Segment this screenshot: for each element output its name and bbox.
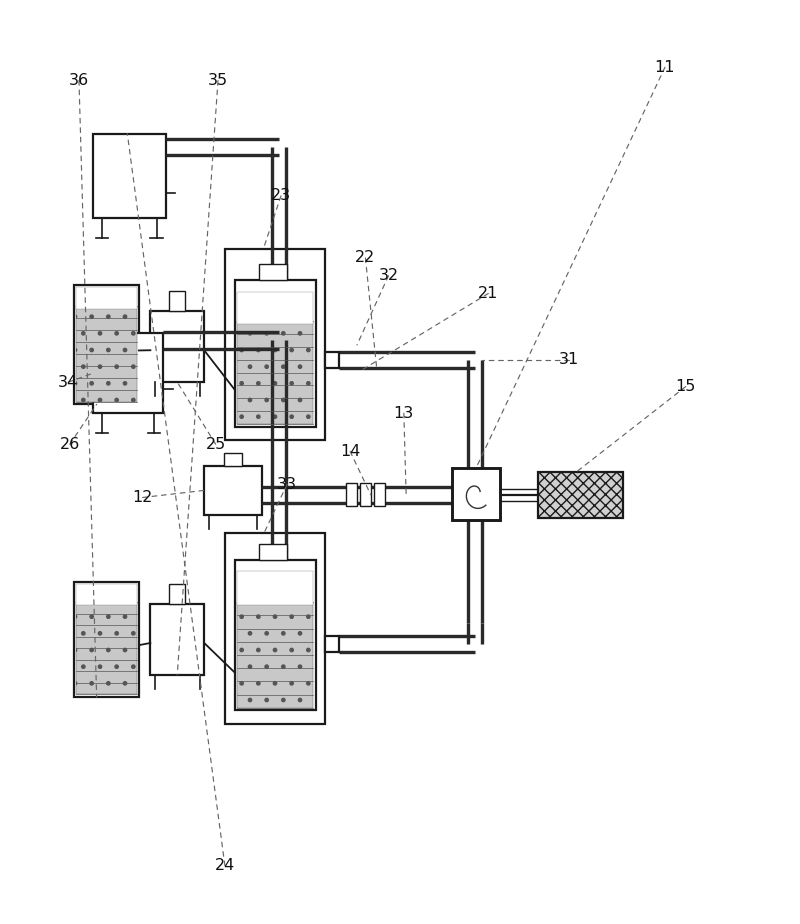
Bar [76,584,137,605]
Text: 23: 23 [271,188,291,203]
Bar [76,306,137,402]
Bar [235,280,315,427]
Bar [225,249,325,440]
Text: 24: 24 [214,858,235,873]
Bar [360,483,371,506]
Bar [150,604,204,675]
Text: 31: 31 [559,352,579,368]
Bar [259,543,287,560]
Bar [237,571,314,605]
Bar [237,602,314,708]
Bar [170,584,186,604]
Bar [235,560,315,711]
Bar [93,334,163,413]
Text: 35: 35 [208,73,228,88]
Text: 22: 22 [355,250,375,265]
Text: 36: 36 [69,73,89,88]
Text: 12: 12 [133,490,153,505]
Text: 14: 14 [340,444,360,459]
Text: 33: 33 [277,477,297,492]
Bar [170,291,186,311]
Bar [346,483,357,506]
Bar [538,472,622,517]
Text: 26: 26 [60,437,80,452]
Bar [224,453,242,467]
Bar [259,264,287,280]
Bar [76,287,137,309]
Text: 25: 25 [206,437,226,452]
Bar [74,285,139,405]
Bar [76,602,137,695]
Text: 15: 15 [675,379,696,395]
Bar [225,533,325,723]
Text: 13: 13 [394,406,414,420]
Bar [204,467,262,516]
Bar [374,483,385,506]
Bar [237,322,314,424]
Text: 11: 11 [654,60,675,75]
Text: 32: 32 [378,268,398,284]
Bar [325,636,338,651]
Bar [325,352,338,368]
Bar [150,311,204,383]
Bar [237,292,314,324]
Bar [93,134,166,218]
Bar [452,468,500,519]
Text: 34: 34 [58,374,78,390]
Text: 21: 21 [478,286,498,301]
Bar [74,582,139,697]
